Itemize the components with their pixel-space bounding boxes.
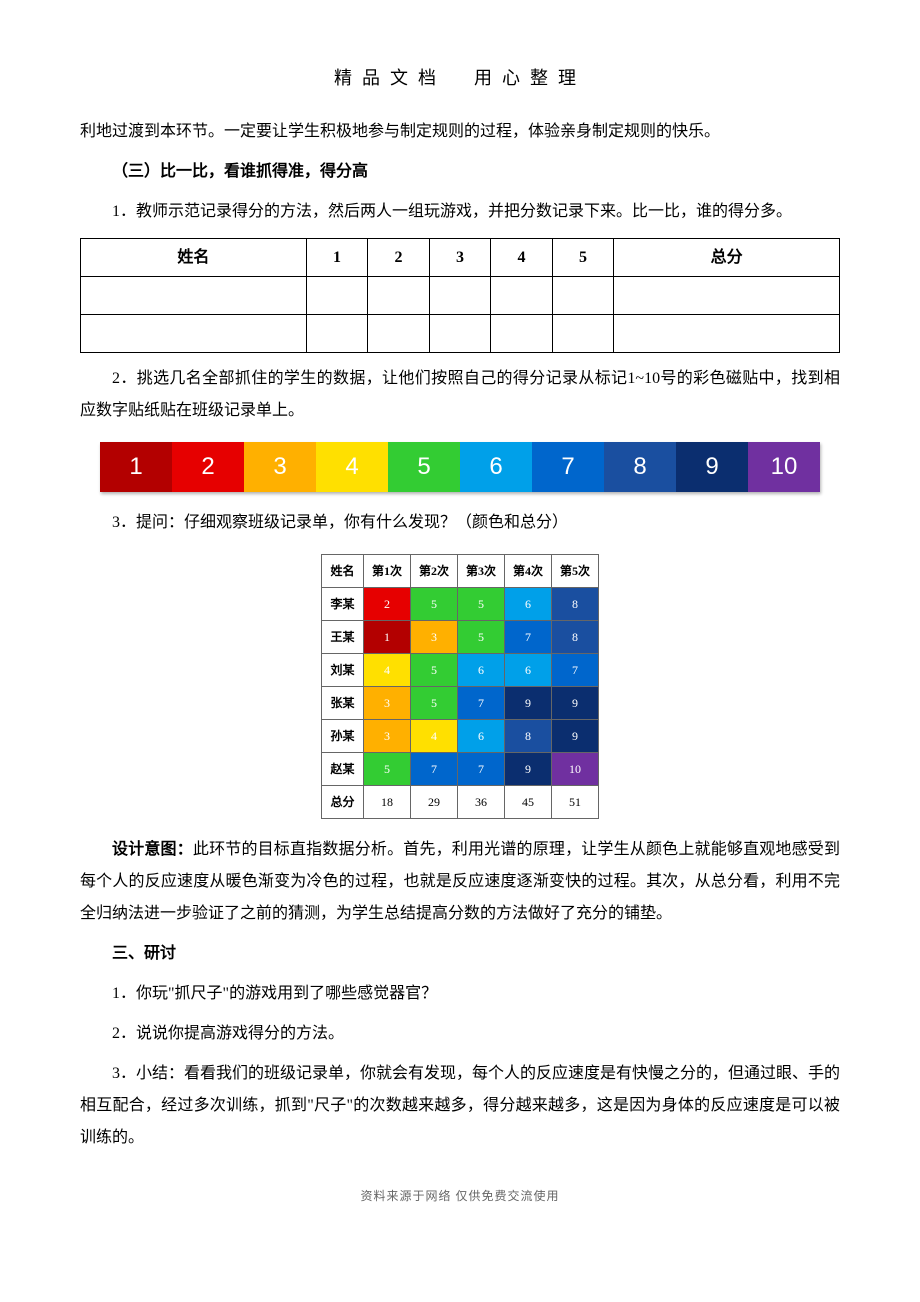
data-cell: 9	[552, 687, 599, 720]
totals-cell: 36	[457, 786, 504, 819]
totals-cell: 51	[552, 786, 599, 819]
table-row: 王某13578	[321, 621, 598, 654]
row-name-cell: 孙某	[321, 720, 363, 753]
table-header-cell: 第2次	[410, 555, 457, 588]
color-strip-cell: 7	[532, 442, 604, 492]
data-cell: 5	[363, 753, 410, 786]
data-cell: 6	[457, 654, 504, 687]
heading-section-3: （三）比一比，看谁抓得准，得分高	[80, 156, 840, 188]
data-cell: 9	[505, 687, 552, 720]
design-intent-text: 此环节的目标直指数据分析。首先，利用光谱的原理，让学生从颜色上就能够直观地感受到…	[80, 841, 840, 922]
data-cell: 9	[552, 720, 599, 753]
color-strip-cell: 1	[100, 442, 172, 492]
table-row	[81, 277, 840, 315]
table-header-cell: 姓名	[81, 239, 307, 277]
paragraph-step2: 2．挑选几名全部抓住的学生的数据，让他们按照自己的得分记录从标记1~10号的彩色…	[80, 363, 840, 427]
data-cell: 7	[552, 654, 599, 687]
color-strip-cell: 5	[388, 442, 460, 492]
table-header-cell: 第5次	[552, 555, 599, 588]
table-header-cell: 第4次	[505, 555, 552, 588]
table-row	[81, 315, 840, 353]
row-name-cell: 张某	[321, 687, 363, 720]
color-strip-cell: 8	[604, 442, 676, 492]
discussion-q1: 1．你玩"抓尺子"的游戏用到了哪些感觉器官？	[80, 978, 840, 1010]
color-strip-cell: 10	[748, 442, 820, 492]
data-cell: 3	[410, 621, 457, 654]
data-cell: 8	[552, 621, 599, 654]
data-cell: 7	[505, 621, 552, 654]
class-record-table: 姓名第1次第2次第3次第4次第5次李某25568王某13578刘某45667张某…	[321, 554, 599, 819]
totals-row: 总分1829364551	[321, 786, 598, 819]
row-name-cell: 王某	[321, 621, 363, 654]
paragraph-step3: 3．提问：仔细观察班级记录单，你有什么发现？（颜色和总分）	[80, 507, 840, 539]
data-cell: 7	[457, 753, 504, 786]
table-header-cell: 第3次	[457, 555, 504, 588]
row-name-cell: 刘某	[321, 654, 363, 687]
table-header-cell: 2	[368, 239, 430, 277]
table-row: 刘某45667	[321, 654, 598, 687]
discussion-summary: 3．小结：看看我们的班级记录单，你就会有发现，每个人的反应速度是有快慢之分的，但…	[80, 1058, 840, 1154]
table-row: 张某35799	[321, 687, 598, 720]
heading-section-discussion: 三、研讨	[80, 938, 840, 970]
data-cell: 1	[363, 621, 410, 654]
totals-cell: 29	[410, 786, 457, 819]
totals-cell: 45	[505, 786, 552, 819]
discussion-q2: 2．说说你提高游戏得分的方法。	[80, 1018, 840, 1050]
data-cell: 7	[410, 753, 457, 786]
color-strip-cell: 3	[244, 442, 316, 492]
color-strip: 12345678910	[100, 442, 820, 492]
paragraph-step1: 1．教师示范记录得分的方法，然后两人一组玩游戏，并把分数记录下来。比一比，谁的得…	[80, 196, 840, 228]
table-header-cell: 第1次	[363, 555, 410, 588]
data-cell: 9	[505, 753, 552, 786]
color-strip-cell: 6	[460, 442, 532, 492]
color-strip-cell: 2	[172, 442, 244, 492]
data-cell: 7	[457, 687, 504, 720]
table-header-cell: 5	[552, 239, 614, 277]
data-cell: 4	[363, 654, 410, 687]
data-cell: 3	[363, 720, 410, 753]
table-header-cell: 总分	[614, 239, 840, 277]
document-footer: 资料来源于网络 仅供免费交流使用	[80, 1184, 840, 1208]
table-header-row: 姓名 1 2 3 4 5 总分	[81, 239, 840, 277]
table-header-cell: 3	[429, 239, 491, 277]
data-cell: 6	[505, 654, 552, 687]
data-cell: 2	[363, 588, 410, 621]
totals-cell: 18	[363, 786, 410, 819]
data-cell: 5	[457, 621, 504, 654]
table-row: 赵某577910	[321, 753, 598, 786]
row-name-cell: 赵某	[321, 753, 363, 786]
row-name-cell: 李某	[321, 588, 363, 621]
color-strip-cell: 9	[676, 442, 748, 492]
table-header-row: 姓名第1次第2次第3次第4次第5次	[321, 555, 598, 588]
table-row: 孙某34689	[321, 720, 598, 753]
data-cell: 4	[410, 720, 457, 753]
table-header-cell: 姓名	[321, 555, 363, 588]
color-strip-cell: 4	[316, 442, 388, 492]
table-row: 李某25568	[321, 588, 598, 621]
totals-label: 总分	[321, 786, 363, 819]
data-cell: 10	[552, 753, 599, 786]
design-intent-paragraph: 设计意图：此环节的目标直指数据分析。首先，利用光谱的原理，让学生从颜色上就能够直…	[80, 834, 840, 930]
data-cell: 5	[410, 654, 457, 687]
table-header-cell: 4	[491, 239, 553, 277]
table-header-cell: 1	[306, 239, 368, 277]
document-header: 精品文档 用心整理	[80, 60, 840, 96]
data-cell: 6	[457, 720, 504, 753]
data-cell: 6	[505, 588, 552, 621]
paragraph-intro: 利地过渡到本环节。一定要让学生积极地参与制定规则的过程，体验亲身制定规则的快乐。	[80, 116, 840, 148]
data-cell: 8	[505, 720, 552, 753]
data-cell: 8	[552, 588, 599, 621]
design-intent-label: 设计意图：	[112, 841, 193, 858]
score-entry-table: 姓名 1 2 3 4 5 总分	[80, 238, 840, 353]
data-cell: 3	[363, 687, 410, 720]
data-cell: 5	[410, 687, 457, 720]
data-cell: 5	[457, 588, 504, 621]
data-cell: 5	[410, 588, 457, 621]
